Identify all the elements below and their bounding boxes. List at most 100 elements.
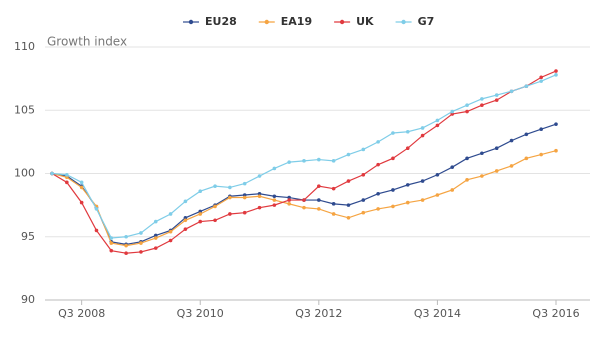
data-point	[480, 174, 484, 178]
data-point	[494, 98, 499, 102]
data-point	[242, 195, 247, 200]
data-point	[317, 207, 321, 211]
data-point	[65, 180, 69, 185]
data-point	[509, 89, 514, 94]
data-point	[376, 191, 380, 196]
data-point	[480, 97, 484, 101]
data-point	[391, 131, 395, 135]
data-point	[435, 172, 440, 177]
data-point	[153, 246, 158, 250]
data-point	[554, 73, 558, 77]
data-point	[109, 248, 114, 253]
legend-marker	[188, 19, 194, 25]
data-point	[79, 185, 84, 190]
data-point	[198, 212, 203, 216]
data-point	[302, 198, 306, 202]
data-point	[153, 236, 158, 240]
data-point	[272, 203, 277, 207]
data-point	[124, 243, 128, 248]
data-point	[405, 146, 410, 150]
data-point	[435, 193, 440, 197]
data-point	[361, 210, 366, 215]
data-point	[153, 233, 158, 238]
data-point	[287, 198, 291, 202]
data-point	[168, 238, 173, 243]
data-point	[65, 175, 69, 180]
data-point	[465, 109, 469, 114]
data-point	[272, 166, 277, 171]
data-point	[450, 112, 455, 116]
data-point	[465, 178, 469, 182]
legend-marker	[264, 19, 269, 25]
data-point	[79, 180, 84, 185]
data-point	[242, 210, 247, 215]
legend-label: EU28	[205, 15, 237, 28]
data-point	[346, 179, 351, 183]
data-point	[391, 188, 395, 192]
data-point	[302, 205, 306, 210]
series-line	[51, 123, 557, 245]
data-point	[494, 169, 499, 173]
data-point	[331, 159, 336, 163]
data-point	[228, 185, 232, 190]
y-tick-label: 105	[14, 103, 35, 116]
data-point	[228, 212, 232, 216]
y-tick-label: 90	[21, 293, 35, 306]
legend-marker	[401, 19, 406, 25]
data-point	[168, 229, 173, 234]
data-point	[539, 127, 543, 132]
data-point	[94, 228, 99, 233]
data-point	[554, 69, 558, 73]
legend-label: EA19	[281, 15, 312, 28]
x-tick-label: Q3 2014	[414, 307, 461, 320]
x-tick-label: Q3 2008	[58, 307, 105, 320]
data-point	[257, 174, 262, 178]
data-point	[302, 159, 306, 163]
data-point	[242, 181, 247, 186]
data-point	[346, 152, 351, 157]
data-point	[124, 234, 128, 239]
data-point	[539, 152, 543, 157]
data-point	[94, 207, 99, 211]
data-point	[420, 133, 425, 138]
data-point	[405, 183, 410, 187]
data-point	[420, 126, 425, 130]
data-point	[554, 148, 558, 153]
data-point	[317, 198, 321, 202]
data-point	[465, 156, 469, 161]
data-point	[168, 212, 173, 216]
data-point	[346, 203, 351, 207]
data-point	[272, 194, 277, 199]
y-axis-label: Growth index	[47, 35, 127, 49]
data-point	[465, 103, 469, 107]
data-point	[450, 109, 455, 114]
data-point	[139, 241, 143, 245]
data-point	[361, 172, 366, 177]
data-point	[213, 218, 217, 223]
legend-label: UK	[356, 15, 374, 28]
y-tick-label: 100	[14, 167, 35, 180]
y-tick-label: 95	[21, 230, 35, 243]
data-point	[539, 75, 543, 80]
data-point	[198, 219, 203, 224]
data-point	[361, 147, 366, 152]
data-point	[317, 184, 321, 188]
legend-marker	[339, 19, 345, 25]
data-point	[361, 198, 366, 202]
data-point	[331, 202, 336, 206]
data-point	[213, 204, 217, 209]
data-point	[183, 199, 188, 204]
data-point	[213, 184, 217, 188]
data-point	[480, 103, 484, 107]
data-point	[257, 205, 262, 210]
data-point	[153, 219, 158, 224]
data-point	[287, 202, 291, 206]
data-point	[183, 227, 188, 231]
x-tick-label: Q3 2010	[177, 307, 224, 320]
data-point	[198, 209, 203, 214]
data-point	[79, 200, 84, 205]
data-point	[405, 129, 410, 134]
data-point	[124, 251, 128, 255]
y-tick-label: 110	[14, 40, 35, 53]
